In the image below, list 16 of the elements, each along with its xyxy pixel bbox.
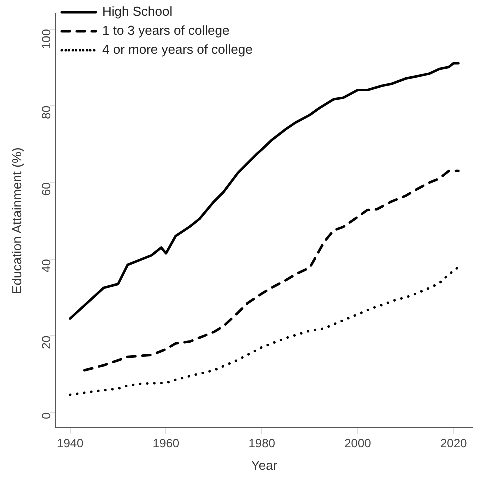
y-tick-label: 80 [39, 106, 54, 120]
x-tick-label: 2020 [440, 436, 468, 451]
x-axis-title: Year [251, 458, 278, 473]
x-tick-label: 2000 [344, 436, 372, 451]
y-tick-label: 20 [39, 336, 54, 350]
y-tick-label: 0 [39, 412, 54, 420]
y-tick-label: 40 [39, 259, 54, 273]
x-tick-label: 1960 [152, 436, 180, 451]
y-tick-label: 60 [39, 182, 54, 196]
legend-label: 1 to 3 years of college [102, 23, 230, 38]
y-axis-title: Education Attainment (%) [9, 148, 24, 294]
legend-label: High School [102, 4, 173, 20]
x-tick-label: 1940 [57, 436, 84, 451]
legend-label: 4 or more years of college [102, 42, 253, 58]
x-tick-label: 1980 [248, 436, 276, 451]
y-tick-label: 100 [39, 29, 54, 50]
